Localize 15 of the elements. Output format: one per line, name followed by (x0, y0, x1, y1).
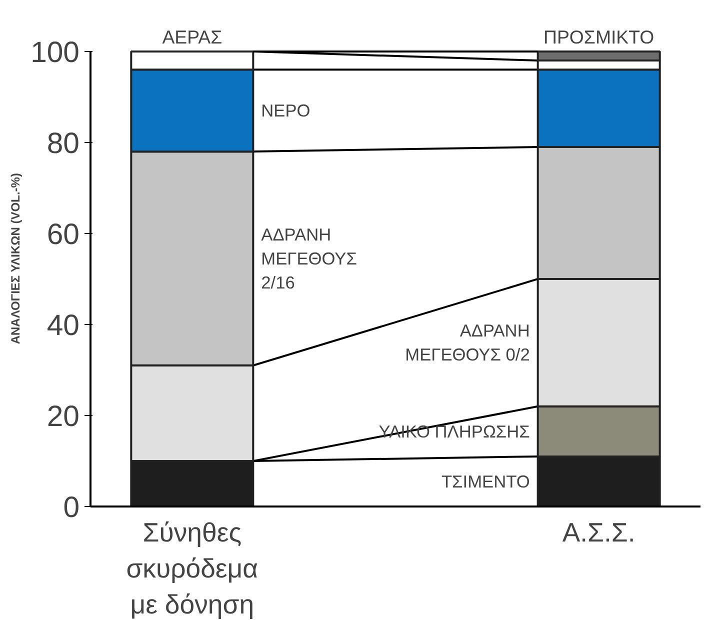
series-label: ΤΣΙΜΕΝΤΟ (441, 471, 530, 492)
y-axis-title: ΑΝΑΛΟΓΙΕΣ ΥΛΙΚΩΝ (VOL.-%) (8, 173, 23, 344)
series-label: ΝΕΡΟ (261, 100, 310, 121)
y-tick-label: 80 (46, 126, 80, 160)
y-tick-label: 100 (30, 36, 80, 69)
series-label: ΑΕΡΑΣ (162, 26, 222, 48)
series-label: ΑΔΡΑΝΗ ΜΕΓΕΘΟΥΣ 2/16 (261, 224, 358, 292)
x-tick-label: Α.Σ.Σ. (562, 518, 636, 548)
series-label: ΑΔΡΑΝΗ ΜΕΓΕΘΟΥΣ 0/2 (405, 320, 530, 365)
y-tick-label: 60 (46, 218, 80, 251)
y-tick-label: 20 (46, 400, 80, 433)
y-tick-label: 40 (46, 308, 80, 342)
series-label: ΠΡΟΣΜΙΚΤΟ (543, 26, 654, 48)
y-tick-label: 0 (63, 491, 80, 524)
x-tick-label: Σύνηθες σκυρόδεμα με δόνηση (126, 518, 258, 620)
